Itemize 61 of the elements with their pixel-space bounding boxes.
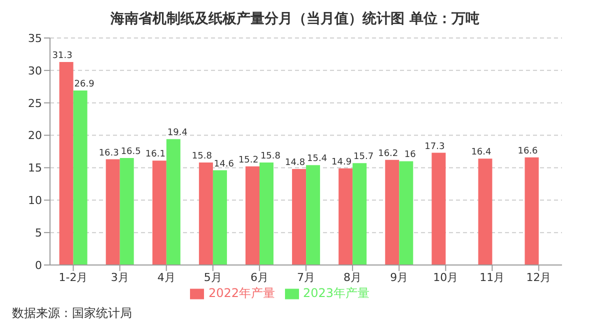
bar — [292, 169, 306, 265]
x-tick-label: 4月 — [157, 270, 176, 284]
x-tick-label: 11月 — [480, 270, 505, 284]
y-tick-label: 5 — [35, 226, 42, 240]
data-label: 14.9 — [332, 157, 352, 168]
y-tick-label: 20 — [28, 129, 42, 142]
data-label: 16.1 — [145, 150, 166, 160]
legend-label: 2022年产量 — [208, 286, 275, 300]
chart-title: 海南省机制纸及纸板产量分月（当月值）统计图 单位：万吨 — [110, 10, 480, 29]
bar — [524, 157, 539, 265]
x-tick-label: 9月 — [390, 270, 408, 284]
bar — [166, 139, 180, 265]
y-tick-label: 0 — [35, 258, 42, 272]
bar — [212, 170, 227, 265]
x-tick-label: 8月 — [344, 270, 362, 284]
bar — [120, 158, 134, 265]
data-label: 15.4 — [307, 154, 328, 164]
y-tick-label: 25 — [28, 96, 42, 110]
bar — [106, 159, 120, 265]
data-label: 14.6 — [214, 159, 234, 170]
source-note: 数据来源：国家统计局 — [12, 305, 132, 322]
y-tick-label: 15 — [28, 162, 42, 175]
bar — [399, 161, 414, 265]
data-label: 14.8 — [285, 158, 306, 168]
y-tick-label: 30 — [28, 64, 42, 78]
data-label: 15.8 — [192, 152, 212, 162]
data-label: 16.5 — [120, 146, 141, 157]
bar — [259, 162, 274, 265]
data-label: 19.4 — [167, 128, 188, 138]
bar — [306, 165, 320, 265]
x-tick-label: 7月 — [297, 270, 315, 284]
data-label: 15.7 — [354, 152, 374, 162]
bar — [432, 152, 446, 265]
bar — [59, 62, 74, 265]
y-tick-label: 35 — [28, 32, 42, 45]
data-label: 31.3 — [52, 50, 72, 61]
data-label: 26.9 — [74, 80, 95, 90]
data-label: 16.2 — [378, 148, 398, 159]
bar — [152, 160, 166, 265]
x-tick-label: 6月 — [250, 270, 268, 284]
data-label: 17.3 — [424, 142, 445, 152]
legend-label: 2023年产量 — [303, 286, 370, 300]
y-tick-label: 10 — [28, 194, 42, 208]
bar — [73, 90, 88, 265]
bar — [338, 168, 353, 265]
data-label: 15.8 — [260, 152, 281, 162]
x-tick-label: 5月 — [204, 270, 222, 284]
data-label: 16.3 — [98, 148, 119, 158]
bar — [478, 158, 492, 265]
data-label: 15.2 — [238, 155, 259, 166]
bar — [198, 162, 213, 265]
data-label: 16 — [404, 150, 416, 160]
data-label: 16.6 — [518, 146, 538, 156]
x-tick-label: 10月 — [433, 270, 458, 284]
bar — [352, 163, 367, 265]
x-tick-label: 1-2月 — [58, 270, 88, 284]
bar — [245, 166, 260, 265]
bar — [385, 160, 400, 265]
x-tick-label: 12月 — [526, 270, 552, 284]
x-tick-label: 3月 — [110, 270, 129, 284]
data-label: 16.4 — [471, 148, 492, 158]
